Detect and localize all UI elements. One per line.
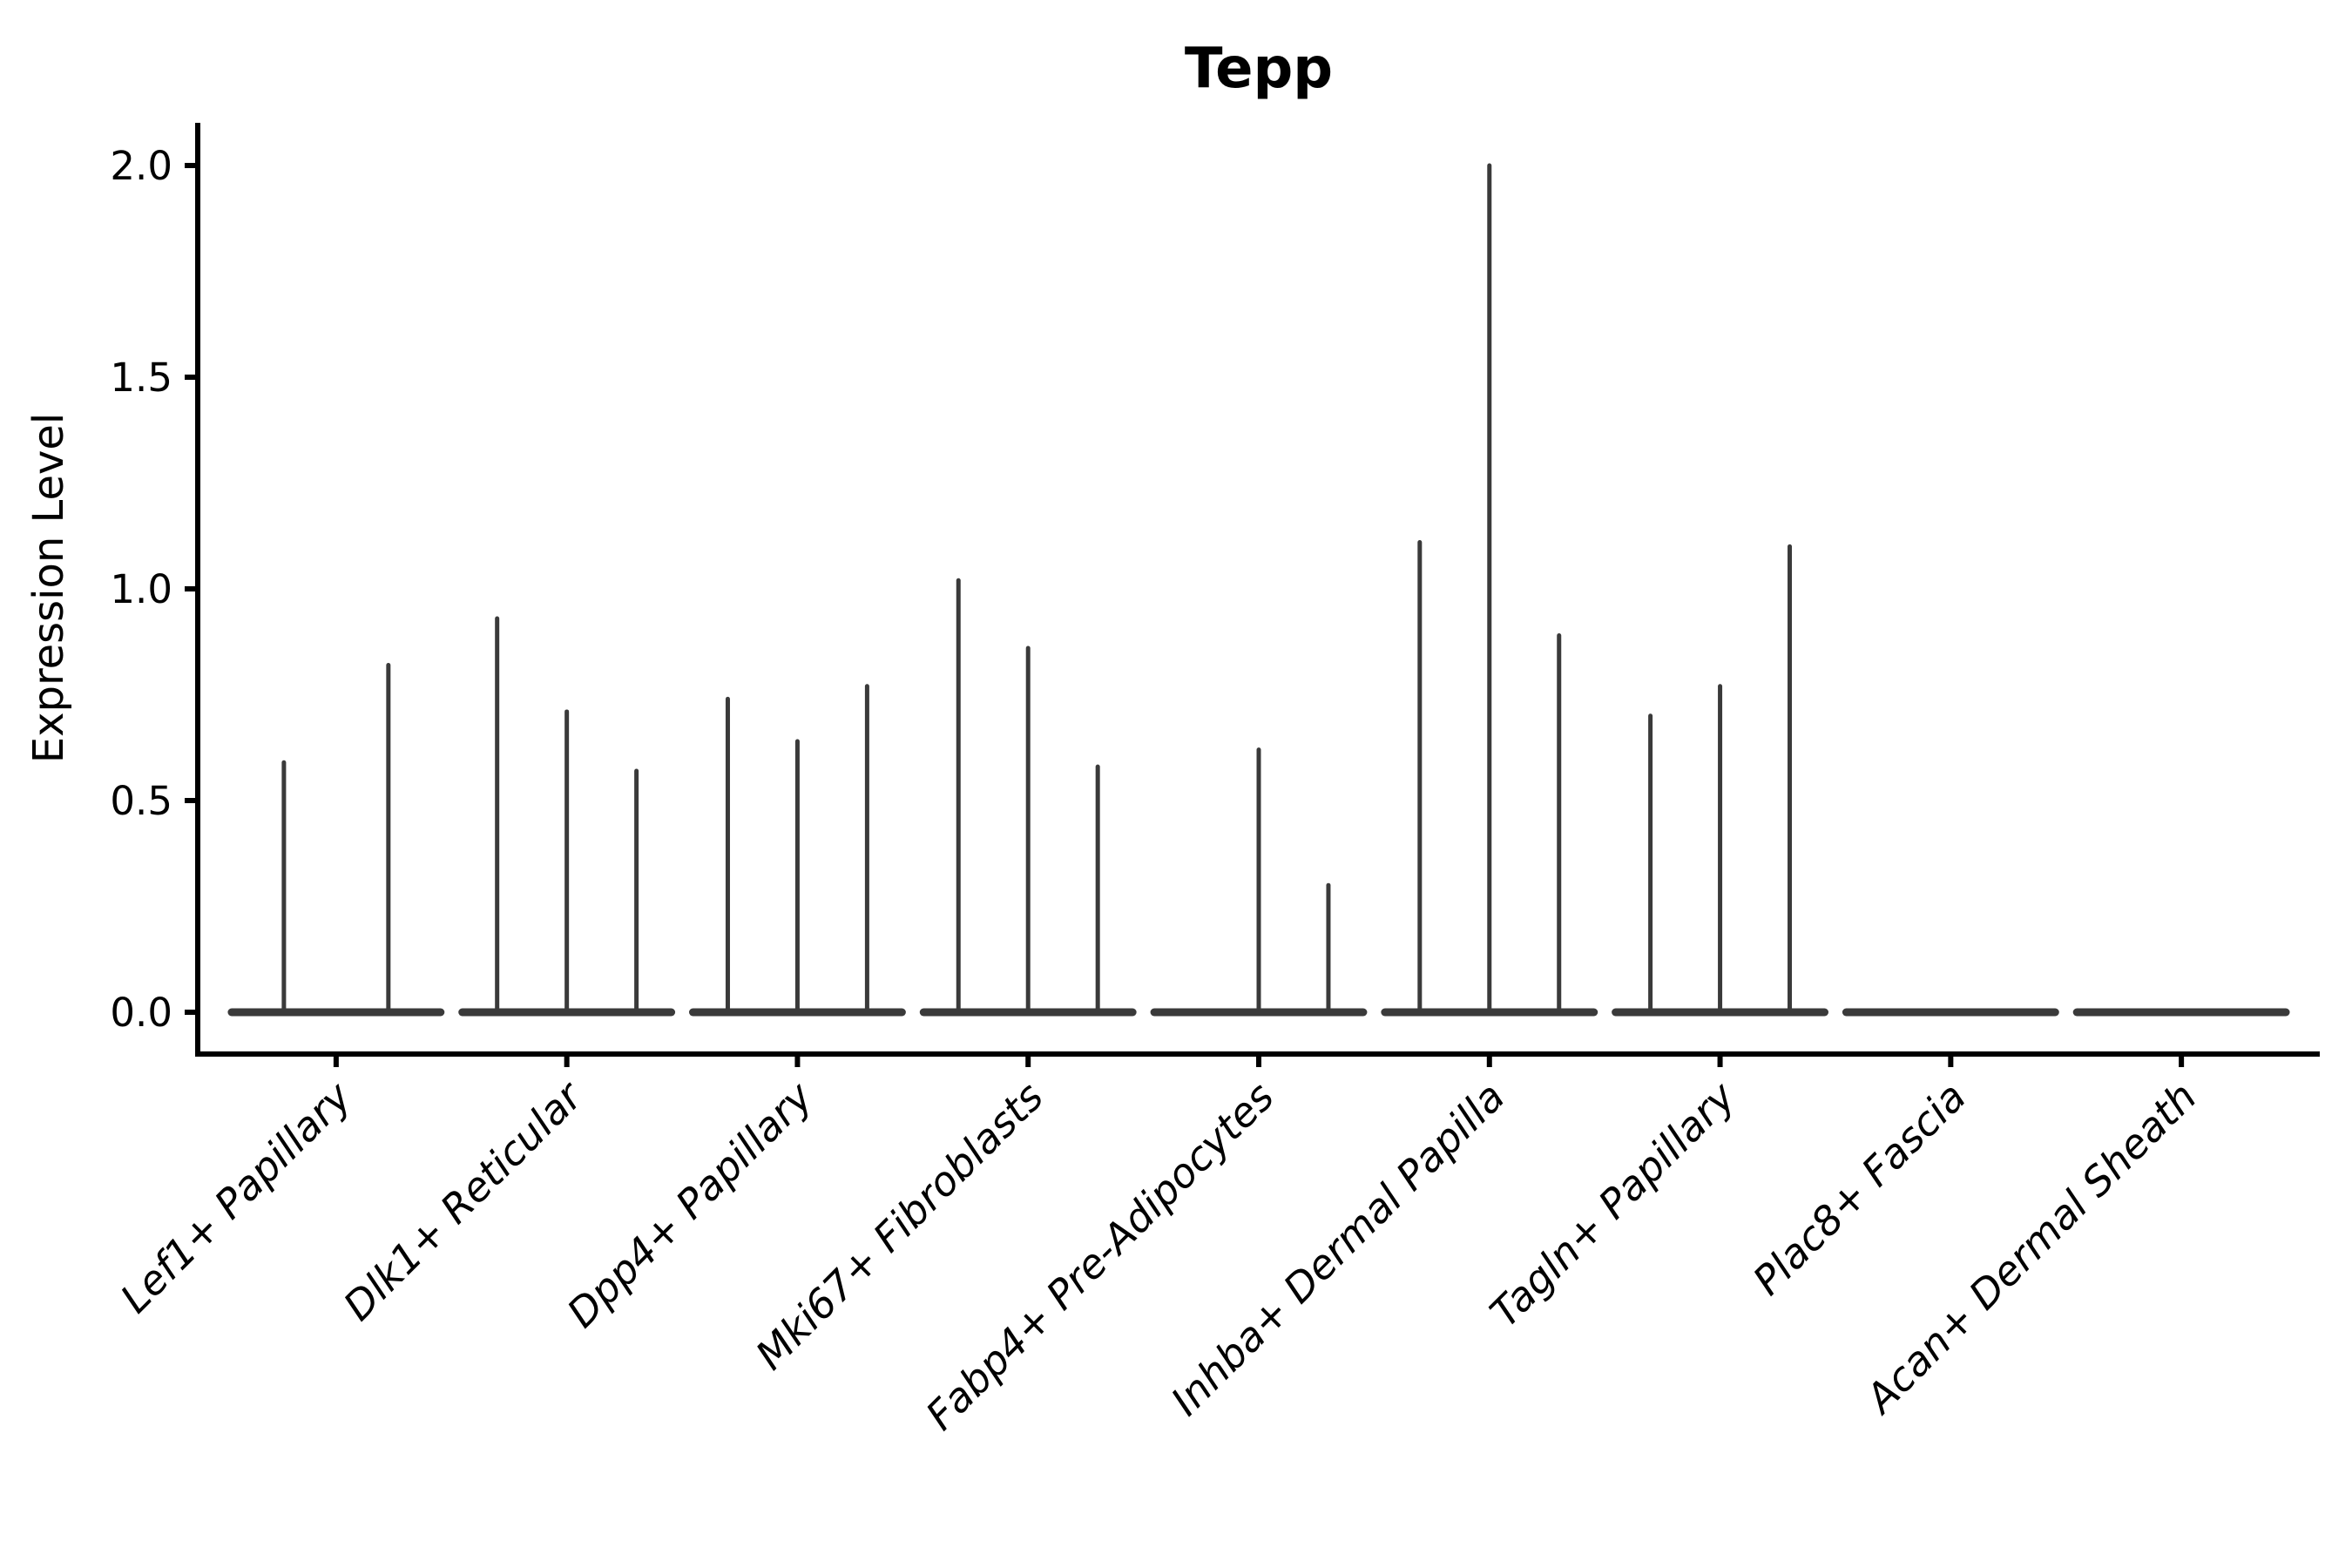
x-tick-label: Lef1+ Papillary: [112, 1072, 361, 1321]
x-tick-label: Dlk1+ Reticular: [335, 1071, 593, 1329]
x-tick-label: Tagln+ Papillary: [1481, 1072, 1745, 1336]
y-tick-label: 0.0: [110, 990, 172, 1036]
x-tick-label: Plac8+ Fascia: [1744, 1073, 1975, 1304]
y-tick-label: 2.0: [110, 143, 172, 189]
y-tick-label: 1.0: [110, 566, 172, 612]
y-axis-label: Expression Level: [24, 413, 73, 764]
plot-title: Tepp: [1185, 37, 1333, 101]
x-tick-label: Dpp4+ Papillary: [558, 1072, 822, 1336]
y-tick-label: 0.5: [110, 778, 172, 824]
y-tick-label: 1.5: [110, 355, 172, 401]
